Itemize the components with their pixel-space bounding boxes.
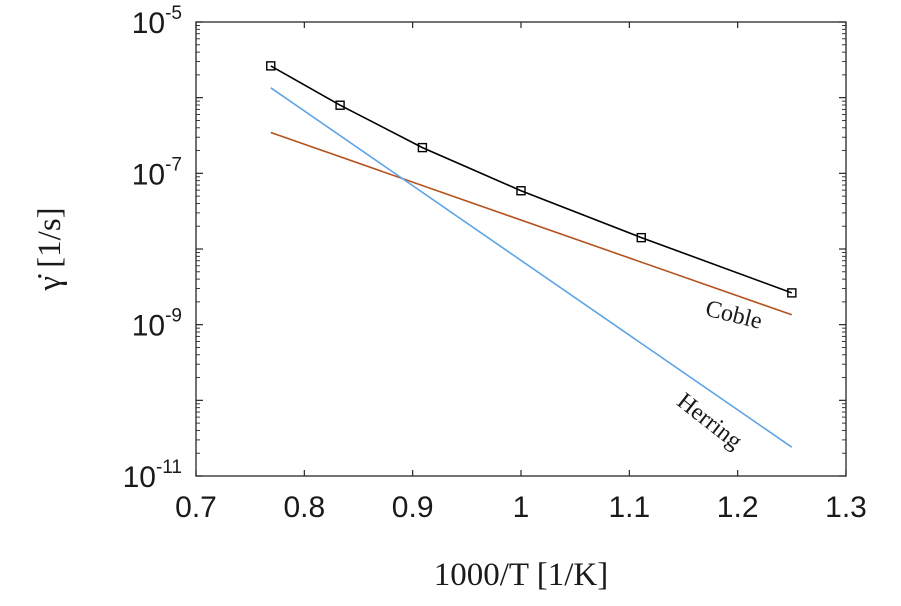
minor-ticks bbox=[196, 25, 846, 454]
x-tick-labels: 0.7 0.8 0.9 1 1.1 1.2 1.3 bbox=[175, 491, 867, 524]
series-total-marker bbox=[636, 232, 646, 243]
series-total-marker bbox=[266, 61, 276, 71]
axes-box bbox=[195, 21, 847, 477]
x-tick-label: 1.3 bbox=[825, 491, 867, 524]
series-total-line bbox=[270, 65, 793, 294]
series-layer bbox=[266, 61, 797, 448]
x-tick-label: 0.9 bbox=[392, 491, 434, 524]
y-tick-label: 10-11 bbox=[123, 457, 182, 494]
x-tick-label: 0.8 bbox=[283, 491, 325, 524]
series-total-marker bbox=[335, 100, 345, 110]
plot-area bbox=[196, 22, 846, 476]
y-axis-label: γ̇ [1/s] bbox=[32, 207, 68, 291]
y-tick-label: 10-7 bbox=[132, 154, 182, 191]
x-tick-label: 1.1 bbox=[608, 491, 650, 524]
series-coble-line bbox=[270, 131, 793, 316]
y-tick-label: 10-9 bbox=[132, 306, 182, 343]
x-tick-label: 0.7 bbox=[175, 491, 217, 524]
series-total-marker bbox=[787, 288, 797, 298]
series-total-marker bbox=[516, 186, 526, 196]
x-tick-label: 1 bbox=[513, 491, 530, 524]
y-tick-labels: 10-11 10-9 10-7 10-5 bbox=[123, 3, 182, 494]
x-axis-label: 1000/T [1/K] bbox=[434, 557, 608, 593]
series-herring-line bbox=[270, 87, 793, 448]
series-total-marker bbox=[417, 142, 428, 153]
y-tick-label: 10-5 bbox=[132, 3, 182, 40]
x-tick-label: 1.2 bbox=[717, 491, 759, 524]
